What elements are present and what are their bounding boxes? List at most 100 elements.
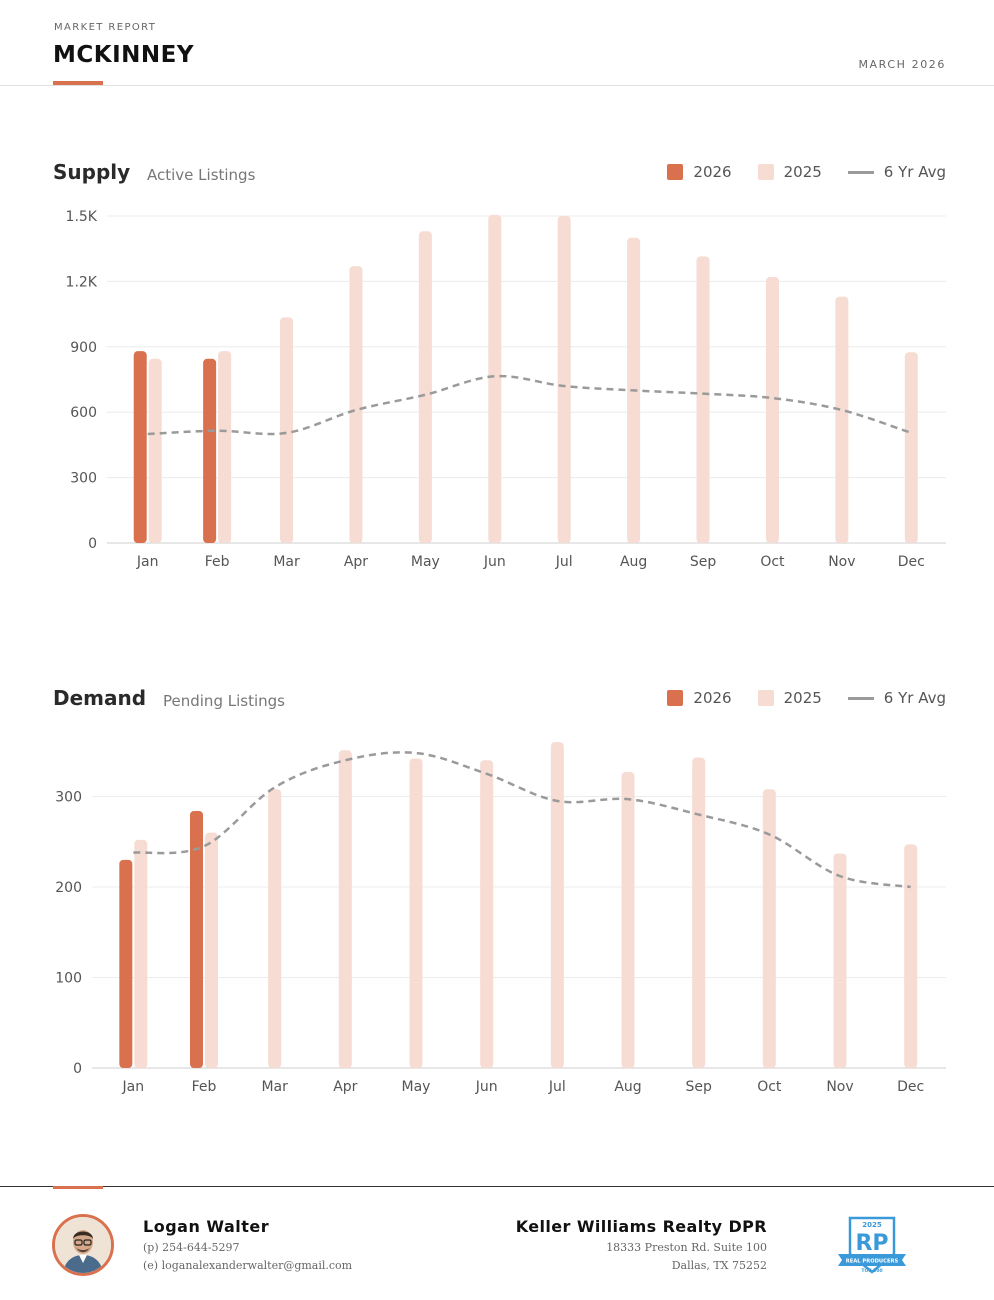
badge-line1: REAL PRODUCERS — [846, 1259, 899, 1265]
y-tick-label: 1.5K — [66, 209, 98, 225]
bar-2025-jul — [550, 742, 564, 1068]
x-tick-label: Jun — [475, 1079, 498, 1095]
y-tick-label: 900 — [70, 340, 97, 356]
bar-2026-jan — [119, 859, 133, 1068]
bar-2025-oct — [765, 277, 779, 543]
y-tick-label: 1.2K — [66, 274, 98, 290]
x-tick-label: Apr — [333, 1079, 357, 1095]
legend-label-2026: 2026 — [693, 163, 732, 181]
report-kicker: MARKET REPORT — [54, 22, 157, 33]
avg-line — [133, 751, 911, 889]
x-tick-label: Oct — [757, 1079, 782, 1095]
report-date: MARCH 2026 — [858, 58, 946, 71]
bar-2025-jun — [488, 214, 502, 543]
badge-year: 2025 — [862, 1221, 882, 1229]
legend-label-2025: 2025 — [783, 689, 822, 707]
bar-2025-jul — [557, 216, 571, 543]
bar-2025-oct — [762, 789, 776, 1068]
bar-2025-feb — [218, 351, 232, 543]
legend-label-avg: 6 Yr Avg — [883, 163, 946, 181]
badge-mark: RP — [855, 1231, 888, 1256]
bar-2025-nov — [835, 296, 849, 543]
x-tick-label: Aug — [620, 554, 647, 570]
title-accent-bar — [53, 81, 103, 85]
bar-2025-apr — [338, 750, 352, 1068]
legend-swatch-2025 — [757, 164, 774, 180]
legend-swatch-2026 — [667, 164, 684, 180]
agent-photo — [55, 1217, 111, 1273]
x-tick-label: Nov — [828, 554, 855, 570]
badge-line2: TOP 500 — [861, 1268, 882, 1274]
x-tick-label: Apr — [344, 554, 368, 570]
bar-2025-dec — [904, 352, 918, 543]
legend-item-avg: 6 Yr Avg — [847, 163, 946, 181]
y-tick-label: 0 — [88, 536, 97, 552]
legend-item-2025: 2025 — [757, 689, 822, 707]
x-tick-label: Dec — [898, 554, 925, 570]
bar-2025-feb — [205, 832, 218, 1068]
legend-item-avg: 6 Yr Avg — [847, 689, 946, 707]
legend-label-avg: 6 Yr Avg — [883, 689, 946, 707]
x-tick-label: Aug — [614, 1079, 641, 1095]
bar-2025-jun — [480, 760, 494, 1068]
x-tick-label: Dec — [897, 1079, 924, 1095]
y-tick-label: 0 — [73, 1061, 82, 1077]
legend-swatch-2026 — [667, 690, 684, 706]
y-tick-label: 300 — [70, 471, 97, 487]
demand-legend: 2026 2025 6 Yr Avg — [641, 689, 946, 707]
bar-2026-jan — [133, 351, 147, 543]
legend-label-2026: 2026 — [693, 689, 732, 707]
x-tick-label: Jan — [122, 1079, 145, 1095]
legend-swatch-avg — [847, 696, 874, 700]
footer-divider — [0, 1186, 994, 1187]
avatar — [52, 1214, 114, 1276]
x-tick-label: Oct — [760, 554, 785, 570]
x-tick-label: Mar — [261, 1079, 288, 1095]
bar-2025-mar — [268, 789, 282, 1068]
legend-swatch-2025 — [757, 690, 774, 706]
bar-2025-may — [418, 231, 432, 543]
legend-label-2025: 2025 — [783, 163, 822, 181]
brokerage-name: Keller Williams Realty DPR — [515, 1217, 767, 1236]
x-tick-label: Nov — [826, 1079, 853, 1095]
agent-email[interactable]: (e) loganalexanderwalter@gmail.com — [143, 1259, 353, 1272]
header-divider — [0, 85, 994, 86]
x-tick-label: Feb — [205, 554, 230, 570]
bar-2026-feb — [190, 810, 203, 1068]
legend-item-2025: 2025 — [757, 163, 822, 181]
demand-chart: 0 100 200 300 Jan Feb Mar Apr May Jun Jul Aug Sep Oct… — [55, 742, 946, 1095]
page-title: MCKINNEY — [53, 42, 195, 68]
supply-subtitle: Active Listings — [147, 166, 256, 184]
bar-2025-jan — [134, 839, 148, 1068]
avg-line — [147, 374, 912, 436]
y-tick-label: 200 — [55, 880, 82, 896]
x-tick-label: May — [411, 554, 440, 570]
agent-phone[interactable]: (p) 254-644-5297 — [143, 1241, 240, 1254]
y-tick-label: 600 — [70, 405, 97, 421]
legend-swatch-avg — [847, 170, 874, 174]
bar-2025-sep — [692, 757, 706, 1068]
legend-item-2026: 2026 — [667, 163, 732, 181]
x-tick-label: Jul — [548, 1079, 566, 1095]
legend-item-2026: 2026 — [667, 689, 732, 707]
x-tick-label: Jul — [555, 554, 573, 570]
bar-2025-jan — [148, 358, 162, 543]
x-tick-label: Feb — [192, 1079, 217, 1095]
bar-2025-nov — [833, 853, 847, 1068]
real-producers-badge-icon: 2025 RP REAL PRODUCERS TOP 500 — [838, 1216, 906, 1274]
y-tick-label: 100 — [55, 970, 82, 986]
agent-name: Logan Walter — [143, 1217, 270, 1236]
x-tick-label: Jan — [136, 554, 159, 570]
footer-accent-bar — [53, 1186, 103, 1189]
supply-legend: 2026 2025 6 Yr Avg — [641, 163, 946, 181]
x-tick-label: Sep — [690, 554, 717, 570]
demand-subtitle: Pending Listings — [163, 692, 285, 710]
bar-2025-may — [409, 758, 423, 1068]
y-tick-label: 300 — [55, 789, 82, 805]
brokerage-address-line2: Dallas, TX 75252 — [671, 1259, 767, 1272]
bar-2025-aug — [621, 772, 635, 1068]
bar-2026-feb — [203, 358, 217, 543]
supply-chart: 0 300 600 900 1.2K 1.5K Jan Feb Mar Apr May Jun Jul A… — [66, 209, 946, 570]
bar-2025-dec — [904, 844, 918, 1068]
brokerage-address-line1: 18333 Preston Rd. Suite 100 — [606, 1241, 767, 1254]
